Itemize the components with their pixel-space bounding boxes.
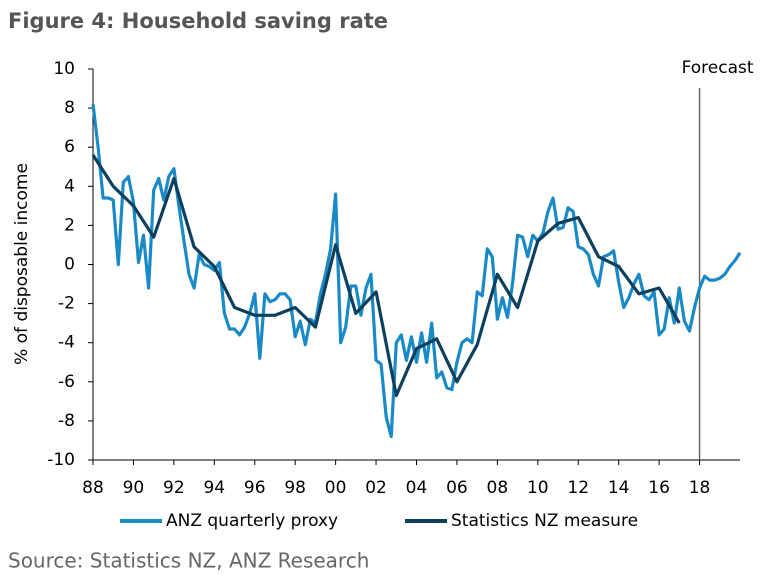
legend-label: ANZ quarterly proxy xyxy=(166,511,338,531)
y-tick-label: 10 xyxy=(53,59,75,79)
x-tick-label: 06 xyxy=(446,478,468,498)
x-tick-label: 98 xyxy=(284,478,306,498)
x-tick-label: 12 xyxy=(567,478,589,498)
y-tick-label: 4 xyxy=(64,176,75,196)
series-line xyxy=(91,154,681,398)
x-tick-label: 02 xyxy=(365,478,387,498)
annotation: Forecast xyxy=(682,58,754,78)
x-tick-label: 94 xyxy=(203,478,225,498)
x-tick-label: 00 xyxy=(325,478,347,498)
legend-label: Statistics NZ measure xyxy=(451,511,638,531)
x-tick-label: 16 xyxy=(648,478,670,498)
x-tick-label: 92 xyxy=(163,478,185,498)
x-tick-label: 96 xyxy=(244,478,266,498)
source: Source: Statistics NZ, ANZ Research xyxy=(8,549,369,573)
y-tick-label: 6 xyxy=(64,137,75,157)
x-tick-label: 10 xyxy=(527,478,549,498)
x-tick-label: 08 xyxy=(487,478,509,498)
x-tick-label: 90 xyxy=(123,478,145,498)
x-tick-label: 88 xyxy=(82,478,104,498)
y-tick-label: -4 xyxy=(58,333,75,353)
y-tick-label: -2 xyxy=(58,294,75,314)
x-tick-label: 14 xyxy=(608,478,630,498)
y-tick-label: -6 xyxy=(58,372,75,392)
chart-title: Figure 4: Household saving rate xyxy=(8,9,388,33)
series-line xyxy=(91,104,742,439)
x-tick-label: 18 xyxy=(689,478,711,498)
y-tick-label: 8 xyxy=(64,98,75,118)
y-tick-label: 0 xyxy=(64,255,75,275)
y-tick-label: -10 xyxy=(47,450,75,470)
y-tick-label: -8 xyxy=(58,411,75,431)
x-tick-label: 04 xyxy=(406,478,428,498)
y-axis-label: % of disposable income xyxy=(12,163,32,365)
y-tick-label: 2 xyxy=(64,215,75,235)
